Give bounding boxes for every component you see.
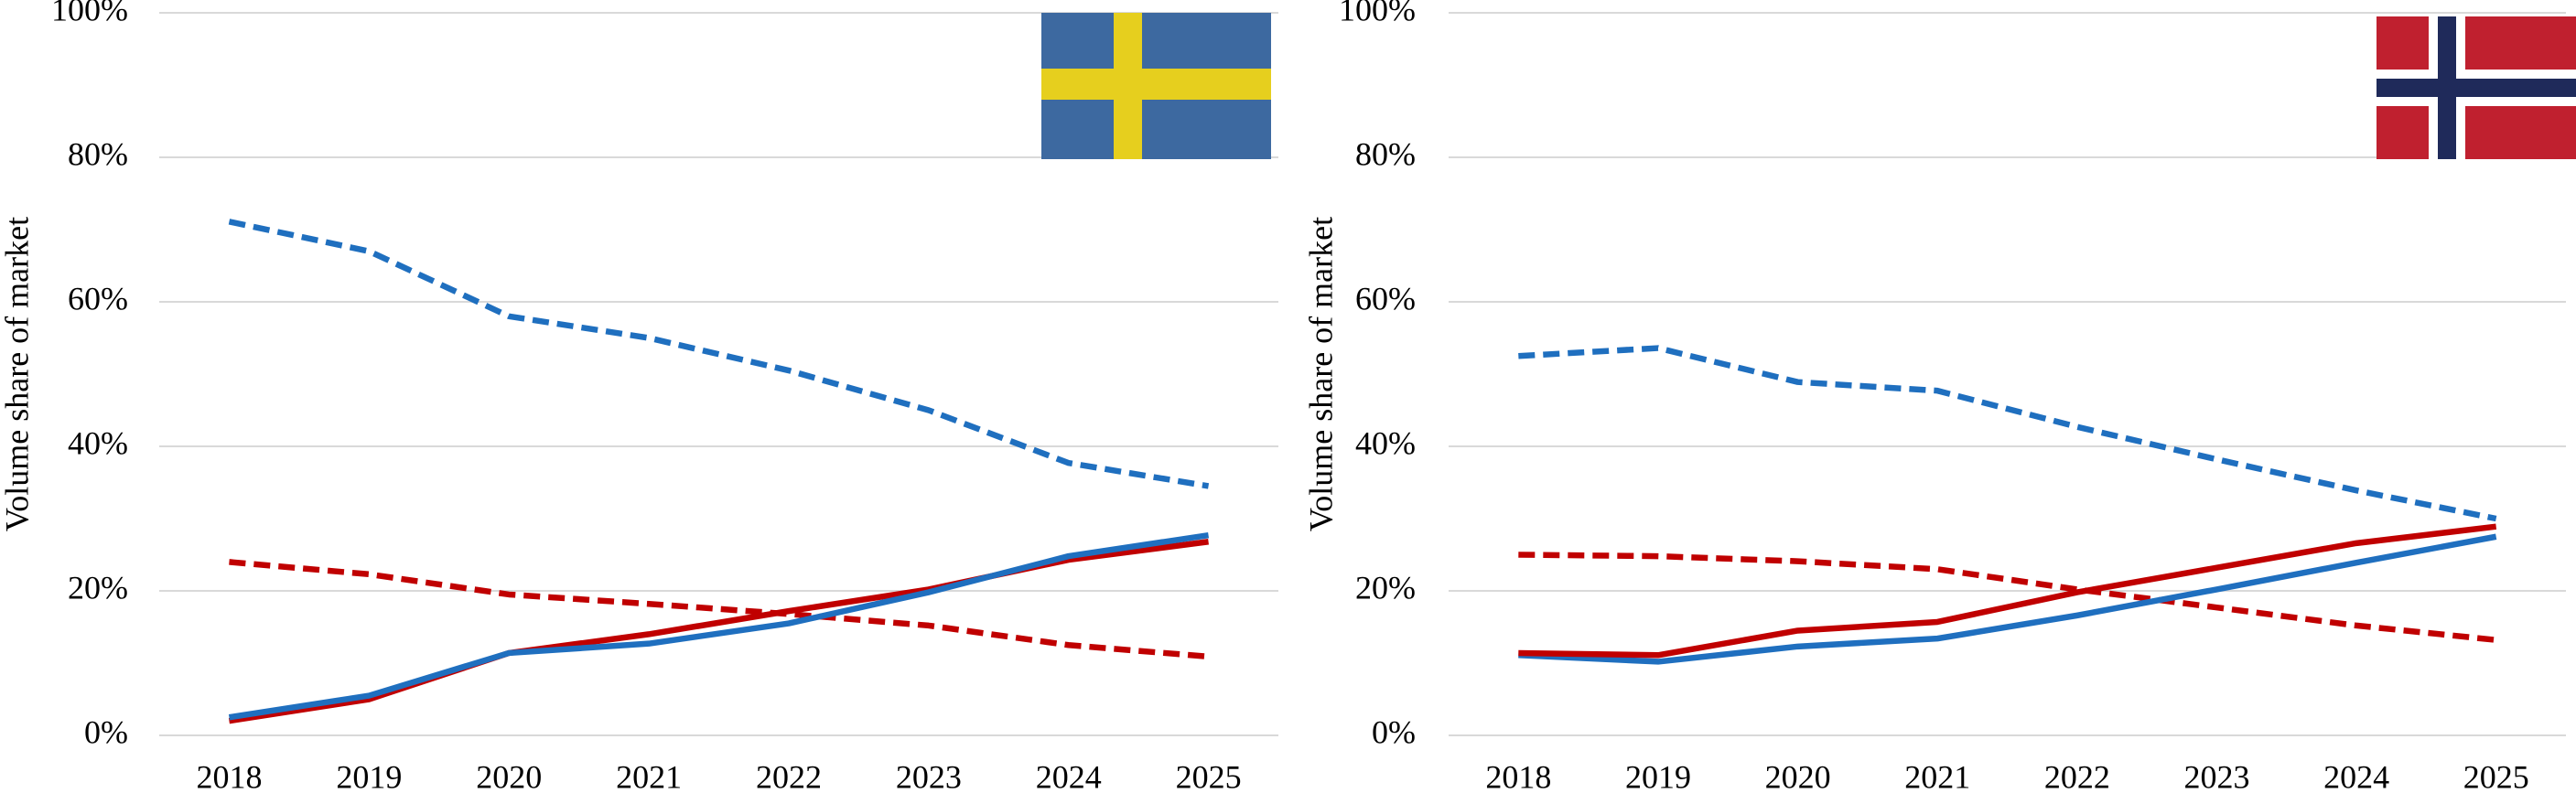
y-tick-label: 100% xyxy=(51,0,128,27)
x-tick-label: 2022 xyxy=(756,758,822,793)
x-tick-label: 2023 xyxy=(2183,758,2249,793)
y-tick-label: 100% xyxy=(1339,0,1416,27)
series-line xyxy=(1518,533,2497,665)
series-line xyxy=(229,559,1209,660)
y-tick-label: 80% xyxy=(68,135,128,172)
series-line xyxy=(228,531,1210,721)
chart: 0% 20% 40% 60% 80% 100% Volume share of market… xyxy=(1302,0,2566,793)
flag-cross xyxy=(2377,79,2576,97)
y-tick-label: 20% xyxy=(1355,569,1416,605)
y-tick-label: 20% xyxy=(68,569,128,605)
series-line xyxy=(1518,523,2497,659)
flag-cross xyxy=(1041,69,1271,100)
y-tick-label: 60% xyxy=(68,280,128,316)
x-tick-label: 2024 xyxy=(1036,758,1102,793)
x-tick-label: 2019 xyxy=(336,758,402,793)
x-tick-label: 2023 xyxy=(896,758,962,793)
y-tick-label: 80% xyxy=(1355,135,1416,172)
y-axis-label: Volume share of market xyxy=(0,217,35,531)
y-tick-label: 40% xyxy=(68,424,128,461)
x-tick-label: 2018 xyxy=(196,758,262,793)
y-axis-label: Volume share of market xyxy=(1302,217,1339,531)
sweden-flag xyxy=(1041,13,1271,159)
x-tick-label: 2022 xyxy=(2044,758,2110,793)
x-tick-label: 2025 xyxy=(2463,758,2529,793)
norway-flag xyxy=(2377,16,2576,159)
y-tick-label: 0% xyxy=(1372,713,1416,750)
x-tick-label: 2018 xyxy=(1485,758,1551,793)
y-tick-label: 40% xyxy=(1355,424,1416,461)
series-line xyxy=(1518,552,2497,643)
x-tick-label: 2024 xyxy=(2323,758,2389,793)
y-tick-label: 60% xyxy=(1355,280,1416,316)
x-tick-label: 2020 xyxy=(476,758,542,793)
x-tick-label: 2019 xyxy=(1625,758,1691,793)
x-tick-label: 2021 xyxy=(1904,758,1970,793)
series-line xyxy=(1518,345,2497,522)
series-line xyxy=(228,219,1210,489)
y-tick-label: 0% xyxy=(84,713,128,750)
x-tick-label: 2021 xyxy=(616,758,682,793)
x-tick-label: 2020 xyxy=(1765,758,1831,793)
x-tick-label: 2025 xyxy=(1176,758,1242,793)
